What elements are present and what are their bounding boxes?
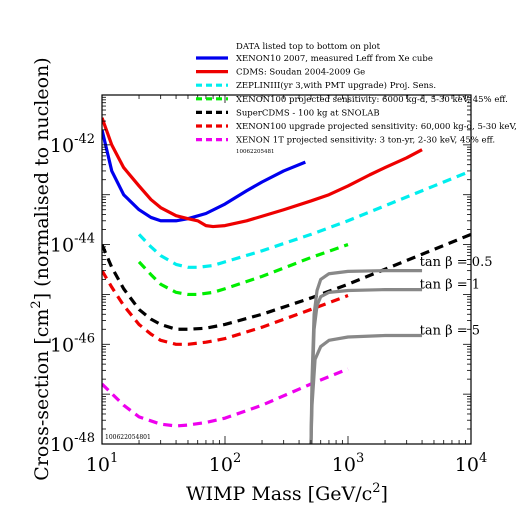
legend-entry-label: ZEPLINIII(yr 3,with PMT upgrade) Proj. S… xyxy=(236,80,436,91)
y-tick-label: 10-46 xyxy=(50,331,95,356)
labels-layer: 101 102 103 104 10-48 10-46 10-44 10-42 xyxy=(50,132,487,476)
plot-frame xyxy=(101,94,472,445)
tan-beta-annotation: tan β = 5 xyxy=(420,323,480,338)
legend-entry-label: SuperCDMS - 100 kg at SNOLAB xyxy=(236,108,380,118)
series-line-6 xyxy=(102,269,349,346)
series-line-4 xyxy=(137,243,349,297)
y-axis-title: Cross-section [cm2] (normalised to nucle… xyxy=(29,57,53,480)
legend-entry-label: XENON100 projected sensitivity: 6000 kg-… xyxy=(236,95,508,105)
legend-entry-label: XENON100 upgrade projected sensitivity: … xyxy=(236,122,518,132)
x-tick-label: 102 xyxy=(209,451,241,476)
tan-beta-annotation: tan β = 0.5 xyxy=(420,255,493,270)
series-line-10 xyxy=(309,333,423,444)
x-tick-label: 103 xyxy=(332,451,364,476)
plot-tag: 100622054801 xyxy=(105,434,151,441)
tan-beta-annotation: tan β = 1 xyxy=(420,277,480,292)
x-tick-label: 101 xyxy=(86,451,118,476)
ticks-layer xyxy=(101,95,471,445)
legend-entry-label: CDMS: Soudan 2004-2009 Ge xyxy=(236,68,365,78)
y-tick-label: 10-42 xyxy=(50,132,95,157)
legend-entry-label: XENON10 2007, measured Leff from Xe cube xyxy=(236,54,433,64)
y-tick-label: 10-48 xyxy=(50,431,95,456)
x-axis-title: WIMP Mass [GeV/c2] xyxy=(186,481,388,505)
legend-entry-label: XENON 1T projected sensitivity: 3 ton-yr… xyxy=(236,136,495,146)
series-line-1 xyxy=(102,129,306,223)
series-line-9 xyxy=(309,288,423,444)
legend: DATA listed top to bottom on plot XENON10… xyxy=(196,42,518,155)
y-tick-label: 10-44 xyxy=(50,232,95,257)
legend-entry-label: 10062205481 xyxy=(236,149,275,155)
series-line-8 xyxy=(309,269,423,444)
annotation-layer: tan β = 0.5 tan β = 1 tan β = 5 xyxy=(420,255,493,339)
x-tick-label: 104 xyxy=(455,451,487,476)
series-line-3 xyxy=(137,169,471,269)
series-line-2 xyxy=(102,117,423,229)
series-layer xyxy=(102,117,471,444)
series-line-5 xyxy=(102,232,471,331)
legend-header: DATA listed top to bottom on plot xyxy=(236,42,381,52)
